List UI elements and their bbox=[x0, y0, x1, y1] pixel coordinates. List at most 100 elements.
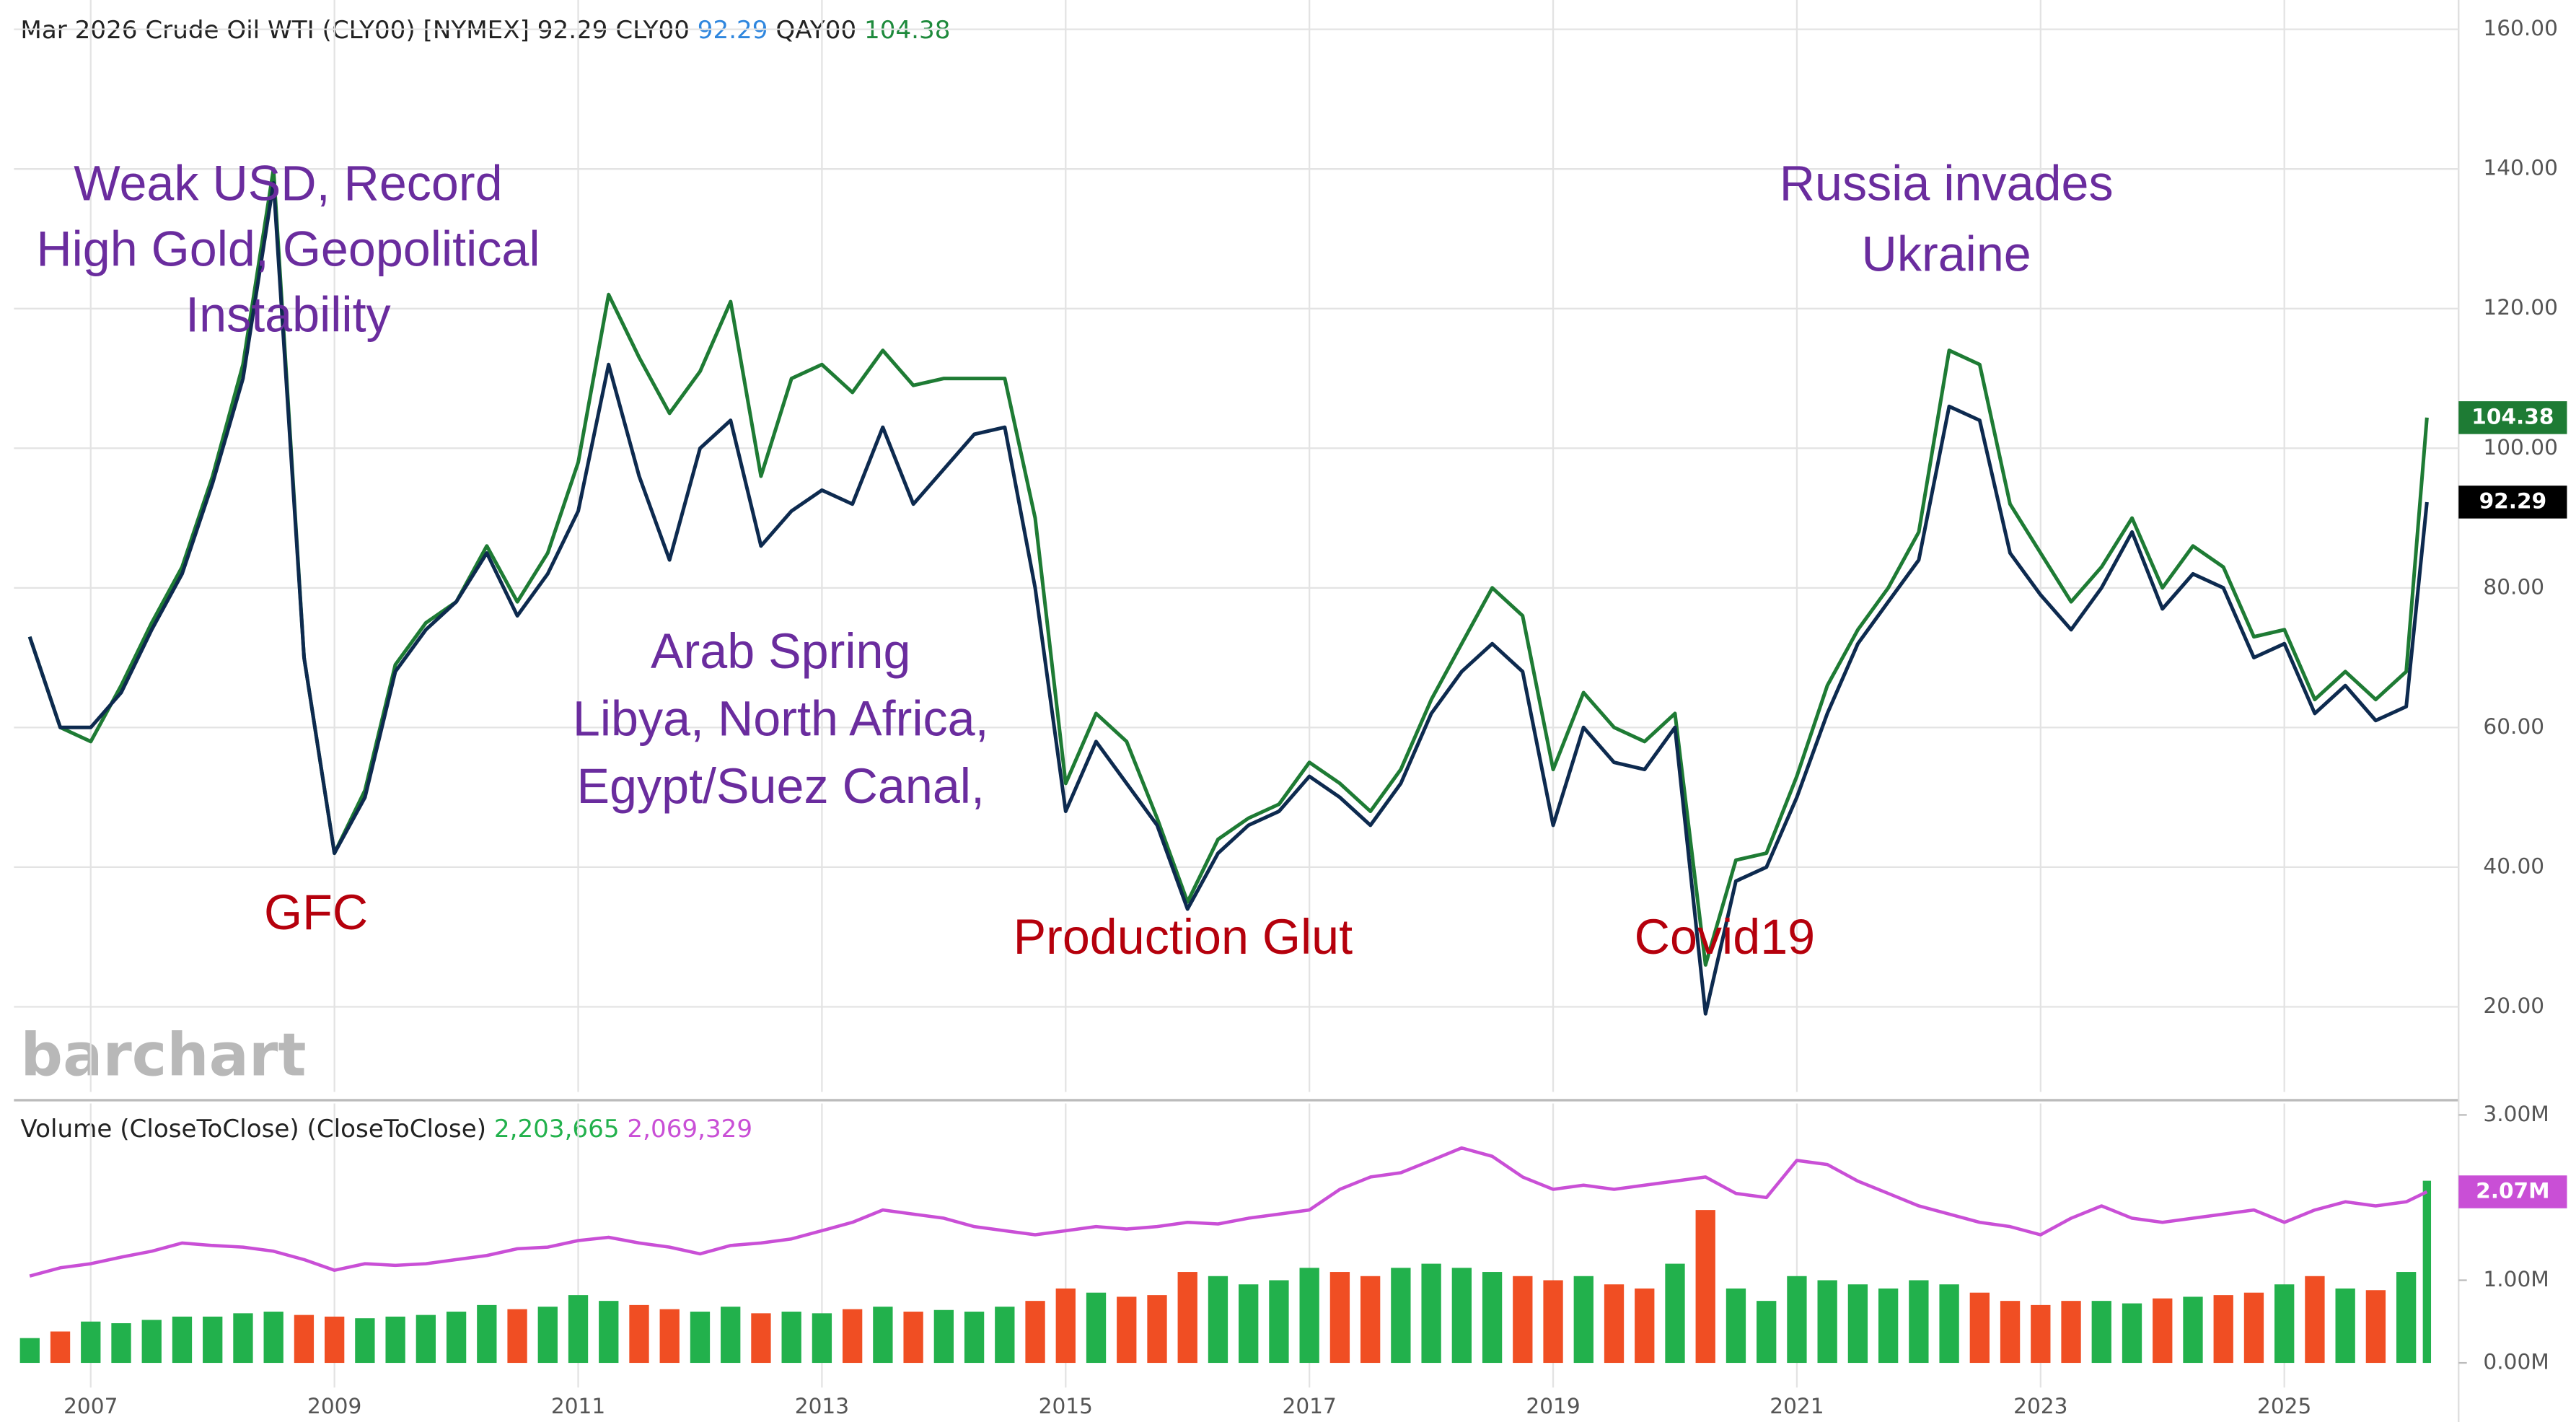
annotation: Libya, North Africa, bbox=[573, 691, 989, 746]
volume-bar bbox=[2396, 1272, 2417, 1364]
x-tick-label: 2013 bbox=[795, 1394, 849, 1418]
volume-bar bbox=[2091, 1301, 2111, 1364]
volume-bar bbox=[233, 1313, 253, 1364]
price-line bbox=[27, 181, 2429, 1016]
volume-bar bbox=[2422, 1180, 2432, 1364]
volume-bar bbox=[568, 1295, 589, 1364]
y-tick-label: 160.00 bbox=[2483, 16, 2558, 40]
annotation: High Gold, Geopolitical bbox=[36, 222, 540, 277]
volume-bar bbox=[721, 1307, 741, 1364]
price-line bbox=[29, 1146, 2428, 1278]
volume-bar bbox=[781, 1312, 801, 1364]
y-tick-label: 20.00 bbox=[2483, 993, 2544, 1018]
volume-bar bbox=[81, 1321, 101, 1364]
x-tick-label: 2015 bbox=[1039, 1394, 1093, 1418]
volume-bar bbox=[1969, 1292, 1990, 1364]
volume-bar bbox=[537, 1307, 558, 1364]
annotation: GFC bbox=[264, 885, 368, 940]
volume-bar bbox=[2153, 1298, 2173, 1364]
volume-bar bbox=[1239, 1284, 1259, 1364]
annotation: Russia invades bbox=[1780, 156, 2114, 211]
volume-badge-label: 2.07M bbox=[2476, 1179, 2549, 1203]
y-tick-label: 120.00 bbox=[2483, 295, 2558, 320]
volume-bar bbox=[659, 1309, 680, 1364]
y-tick-label: 3.00M bbox=[2483, 1102, 2549, 1126]
volume-bar bbox=[2031, 1304, 2051, 1364]
x-tick-label: 2007 bbox=[63, 1394, 118, 1418]
volume-bar bbox=[1360, 1276, 1381, 1364]
volume-bar bbox=[1299, 1268, 1319, 1364]
volume-bar bbox=[50, 1331, 71, 1364]
volume-header: Volume (CloseToClose) (CloseToClose) 2,2… bbox=[20, 1114, 752, 1143]
volume-bar bbox=[1208, 1276, 1228, 1364]
volume-bar bbox=[1269, 1280, 1289, 1364]
volume-bar bbox=[812, 1313, 832, 1364]
annotation: Covid19 bbox=[1635, 910, 1815, 965]
volume-bar bbox=[1451, 1268, 1472, 1364]
volume-bar bbox=[1726, 1288, 1746, 1364]
volume-bar bbox=[2061, 1301, 2081, 1364]
volume-bar bbox=[19, 1338, 40, 1364]
x-tick-label: 2009 bbox=[307, 1394, 361, 1418]
volume-bar bbox=[1939, 1284, 1959, 1364]
volume-bar bbox=[1635, 1288, 1655, 1364]
legend-value: 2,069,329 bbox=[627, 1114, 752, 1143]
annotation: Weak USD, Record bbox=[74, 156, 502, 211]
legend-name: Volume (CloseToClose) bbox=[20, 1114, 299, 1143]
y-tick-label: 60.00 bbox=[2483, 714, 2544, 739]
volume-bar bbox=[2305, 1276, 2325, 1364]
volume-bar bbox=[111, 1323, 131, 1364]
volume-badge bbox=[2458, 1175, 2567, 1208]
volume-bar bbox=[172, 1316, 193, 1364]
volume-bar bbox=[629, 1304, 649, 1364]
y-tick-label: 140.00 bbox=[2483, 156, 2558, 180]
volume-bar bbox=[1421, 1263, 1441, 1364]
volume-bar bbox=[2243, 1292, 2264, 1364]
volume-bar bbox=[263, 1312, 283, 1364]
volume-bar bbox=[2274, 1284, 2295, 1364]
volume-bar bbox=[355, 1318, 375, 1364]
annotation: Ukraine bbox=[1862, 227, 2031, 281]
volume-bar bbox=[416, 1315, 436, 1364]
volume-bar bbox=[842, 1309, 863, 1364]
volume-bar bbox=[141, 1320, 162, 1364]
volume-bar bbox=[2365, 1290, 2386, 1364]
watermark: barchart bbox=[20, 1021, 306, 1089]
volume-bar bbox=[1604, 1284, 1625, 1364]
volume-bar bbox=[964, 1312, 985, 1364]
volume-bar bbox=[324, 1316, 345, 1364]
legend-value: 2,203,665 bbox=[494, 1114, 620, 1143]
volume-bar bbox=[751, 1313, 771, 1364]
legend-name: (CloseToClose) bbox=[307, 1114, 486, 1143]
volume-bar bbox=[1543, 1280, 1563, 1364]
x-tick-label: 2021 bbox=[1770, 1394, 1824, 1418]
x-tick-label: 2011 bbox=[551, 1394, 605, 1418]
volume-bar bbox=[1177, 1272, 1197, 1364]
y-tick-label: 100.00 bbox=[2483, 435, 2558, 460]
volume-bar bbox=[1086, 1292, 1107, 1364]
volume-bar bbox=[2122, 1303, 2142, 1364]
volume-bar bbox=[873, 1307, 893, 1364]
volume-bar bbox=[1482, 1272, 1503, 1364]
volume-bar bbox=[995, 1307, 1015, 1364]
annotation: Arab Spring bbox=[651, 624, 910, 679]
volume-bar bbox=[446, 1312, 467, 1364]
volume-bar bbox=[507, 1309, 527, 1364]
volume-bar bbox=[1055, 1288, 1076, 1364]
annotation: Egypt/Suez Canal, bbox=[577, 759, 985, 814]
volume-bar bbox=[1847, 1284, 1868, 1364]
volume-bar bbox=[1329, 1272, 1350, 1364]
volume-bar bbox=[294, 1315, 315, 1364]
price-badge bbox=[2458, 486, 2567, 519]
x-tick-label: 2017 bbox=[1283, 1394, 1337, 1418]
volume-bar bbox=[203, 1316, 223, 1364]
volume-bar bbox=[1878, 1288, 1899, 1364]
volume-bar bbox=[1817, 1280, 1837, 1364]
volume-bar bbox=[1665, 1263, 1685, 1364]
volume-bar bbox=[1147, 1295, 1167, 1364]
volume-bar bbox=[1573, 1276, 1593, 1364]
price-badge-label: 92.29 bbox=[2479, 488, 2547, 513]
volume-bar bbox=[1757, 1301, 1777, 1364]
